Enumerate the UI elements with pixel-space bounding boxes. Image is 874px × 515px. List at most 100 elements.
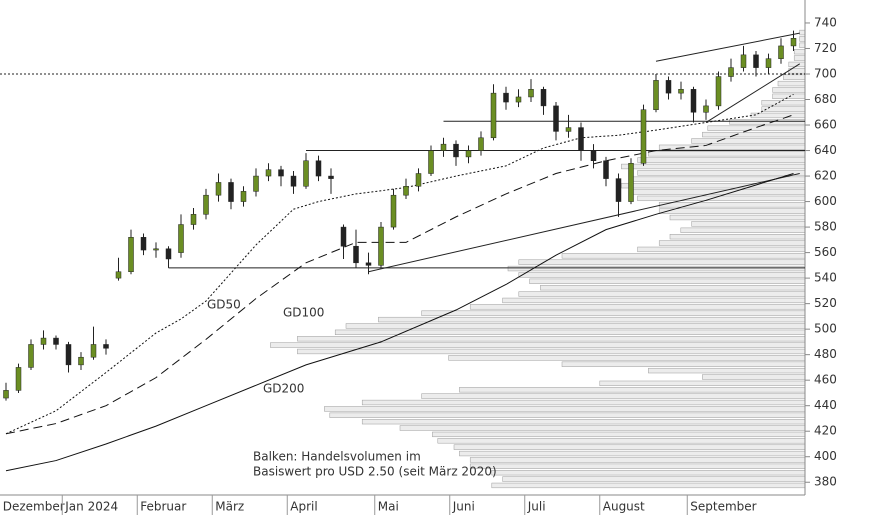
candle-body — [503, 92, 509, 103]
candle-body — [703, 105, 709, 113]
x-tick-label: September — [690, 500, 756, 514]
ma-label: GD50 — [207, 298, 241, 312]
candle-body — [240, 191, 247, 202]
candle-body — [765, 58, 772, 68]
volume-bar — [691, 138, 806, 144]
x-tick-label: Jan 2024 — [64, 500, 118, 514]
x-tick-label: Dezember — [3, 500, 65, 514]
candle-body — [253, 175, 259, 192]
volume-bar — [658, 144, 806, 150]
volume-bar — [329, 412, 806, 418]
volume-bar — [750, 112, 806, 119]
candle-body — [353, 245, 359, 264]
candle-body — [540, 89, 547, 107]
volume-bar — [421, 393, 806, 399]
volume-bar — [459, 387, 806, 393]
volume-bar — [680, 227, 806, 233]
caption: Basiswert pro USD 2.50 (seit März 2020) — [253, 465, 497, 479]
candle-body — [665, 80, 672, 94]
candle-body — [690, 89, 697, 113]
volume-bar — [772, 93, 806, 99]
x-tick-label: März — [215, 500, 244, 514]
volume-bar — [448, 355, 806, 361]
candle-body — [203, 194, 209, 215]
candle-body — [278, 169, 284, 177]
candle-body — [140, 237, 147, 251]
moving-average — [5, 173, 794, 472]
volume-bar — [469, 457, 806, 463]
candle-body — [3, 390, 9, 399]
volume-bar — [334, 329, 806, 335]
volume-bar — [297, 336, 806, 342]
x-tick-label: April — [290, 500, 317, 514]
volume-bar — [702, 374, 806, 380]
volume-bar — [637, 195, 806, 202]
volume-bar — [469, 304, 806, 310]
candle-body — [265, 169, 272, 177]
y-tick-label: 620 — [814, 169, 837, 183]
candle-body — [378, 226, 384, 266]
volume-bar — [459, 450, 806, 457]
y-tick-label: 740 — [814, 15, 837, 29]
y-tick-label: 420 — [814, 424, 837, 438]
y-tick-label: 520 — [814, 296, 837, 310]
candle-body — [415, 173, 422, 187]
candle-body — [490, 92, 497, 139]
volume-bar — [502, 476, 806, 482]
trend-line — [705, 63, 801, 123]
volume-bar — [361, 419, 806, 425]
volume-bar — [648, 151, 806, 157]
volume-bar — [707, 125, 806, 131]
candle-body — [590, 150, 597, 161]
candle-body — [115, 271, 122, 279]
candle-body — [428, 150, 434, 174]
candle-body — [715, 76, 722, 107]
y-tick-label: 700 — [814, 66, 837, 80]
ma-label: GD200 — [263, 382, 304, 396]
candle-body — [215, 182, 222, 196]
volume-bar — [702, 131, 806, 138]
candle-body — [390, 194, 397, 228]
volume-bar — [669, 234, 806, 240]
y-tick-label: 580 — [814, 220, 837, 234]
x-tick-label: August — [603, 500, 645, 514]
volume-bar — [270, 342, 806, 348]
volume-bar — [783, 74, 806, 80]
candle-body — [753, 54, 759, 68]
candle-body — [553, 105, 559, 132]
candle-body — [728, 67, 734, 77]
y-tick-label: 540 — [814, 271, 837, 285]
volume-bar — [658, 202, 806, 208]
volume-bar — [621, 163, 806, 170]
volume-bar — [799, 42, 806, 48]
volume-bar — [799, 36, 806, 42]
moving-average — [5, 93, 794, 435]
volume-bar — [669, 214, 806, 221]
candle-body — [15, 367, 22, 391]
candle-body — [28, 344, 34, 368]
candle-body — [640, 109, 647, 164]
candle-body — [165, 248, 172, 260]
candle-body — [190, 214, 197, 225]
candle-body — [678, 89, 684, 94]
x-tick-label: Juli — [527, 500, 546, 514]
candle-body — [53, 337, 59, 345]
candle-body — [328, 175, 334, 179]
volume-bar — [324, 406, 806, 412]
candle-body — [778, 45, 784, 59]
candle-body — [565, 127, 572, 132]
volume-bar — [729, 119, 806, 125]
volume-bar — [637, 246, 806, 253]
volume-bar — [518, 272, 806, 278]
volume-bar — [637, 170, 806, 176]
x-tick-label: Juni — [452, 500, 475, 514]
volume-bar — [691, 221, 806, 227]
candle-body — [303, 160, 309, 187]
volume-bar — [432, 431, 806, 438]
trend-line — [655, 32, 800, 62]
candle-body — [228, 182, 234, 202]
candle-body — [528, 89, 534, 98]
candle-body — [740, 54, 747, 68]
y-tick-label: 440 — [814, 398, 837, 412]
